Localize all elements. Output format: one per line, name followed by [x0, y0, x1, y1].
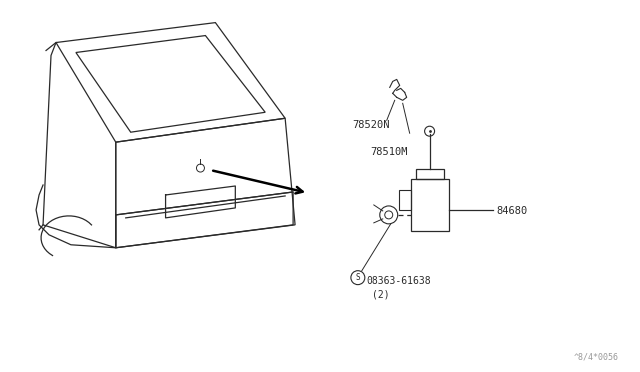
Text: 78520N: 78520N: [352, 120, 389, 130]
Bar: [399, 190, 411, 210]
Bar: [411, 179, 449, 231]
Text: 08363-61638: 08363-61638: [367, 276, 431, 286]
Text: 84680: 84680: [497, 206, 527, 216]
Text: S: S: [356, 273, 360, 282]
Text: 78510M: 78510M: [370, 147, 407, 157]
Text: ^8/4*0056: ^8/4*0056: [574, 352, 619, 361]
Text: (2): (2): [372, 289, 389, 299]
Bar: [415, 169, 444, 179]
